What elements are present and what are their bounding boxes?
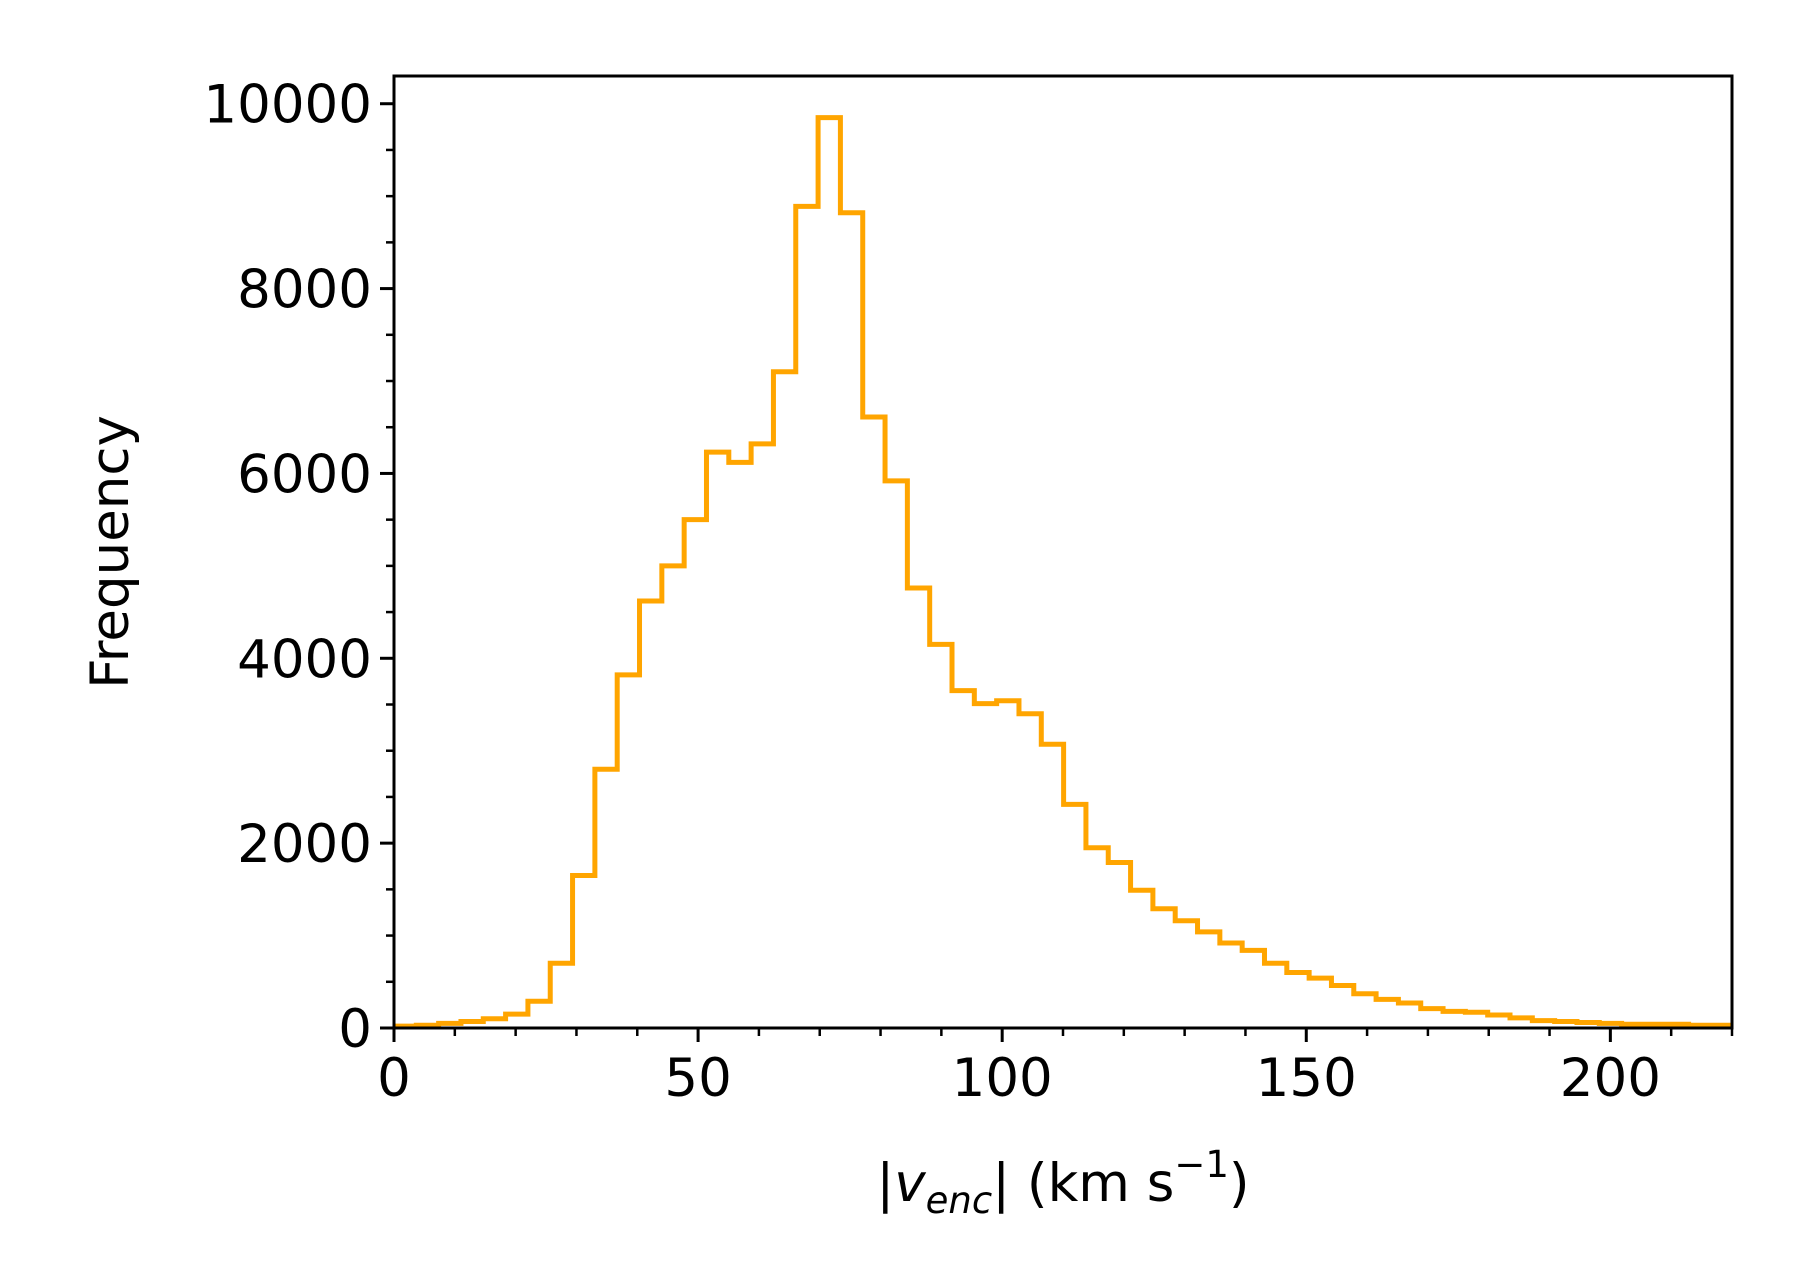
x-axis-label-subscript: enc [926, 1179, 993, 1222]
y-axis-label: Frequency [80, 415, 141, 689]
x-axis-label-unit: | (km s [992, 1153, 1174, 1214]
y-tick-label: 4000 [237, 629, 372, 690]
x-tick-label: 0 [377, 1048, 411, 1109]
x-axis-label-variable: v [894, 1153, 927, 1214]
y-tick-label: 10000 [203, 75, 372, 136]
x-tick-label: 150 [1256, 1048, 1357, 1109]
y-tick-label: 6000 [237, 444, 372, 505]
y-tick-label: 8000 [237, 260, 372, 321]
y-tick-label: 0 [338, 999, 372, 1060]
y-tick-label: 2000 [237, 814, 372, 875]
x-tick-label: 50 [664, 1048, 731, 1109]
x-axis-label-end: ) [1229, 1153, 1250, 1214]
x-tick-label: 100 [952, 1048, 1053, 1109]
axes-frame [392, 74, 1734, 1030]
x-axis-label-superscript: −1 [1174, 1143, 1229, 1186]
x-axis-label-open: | [876, 1153, 894, 1214]
histogram-step-line [394, 115, 1732, 1029]
x-axis-label: |venc| (km s−1) [876, 1143, 1249, 1222]
major-ticks [380, 102, 1612, 1042]
plot-area [394, 76, 1732, 1028]
x-tick-label: 200 [1560, 1048, 1661, 1109]
